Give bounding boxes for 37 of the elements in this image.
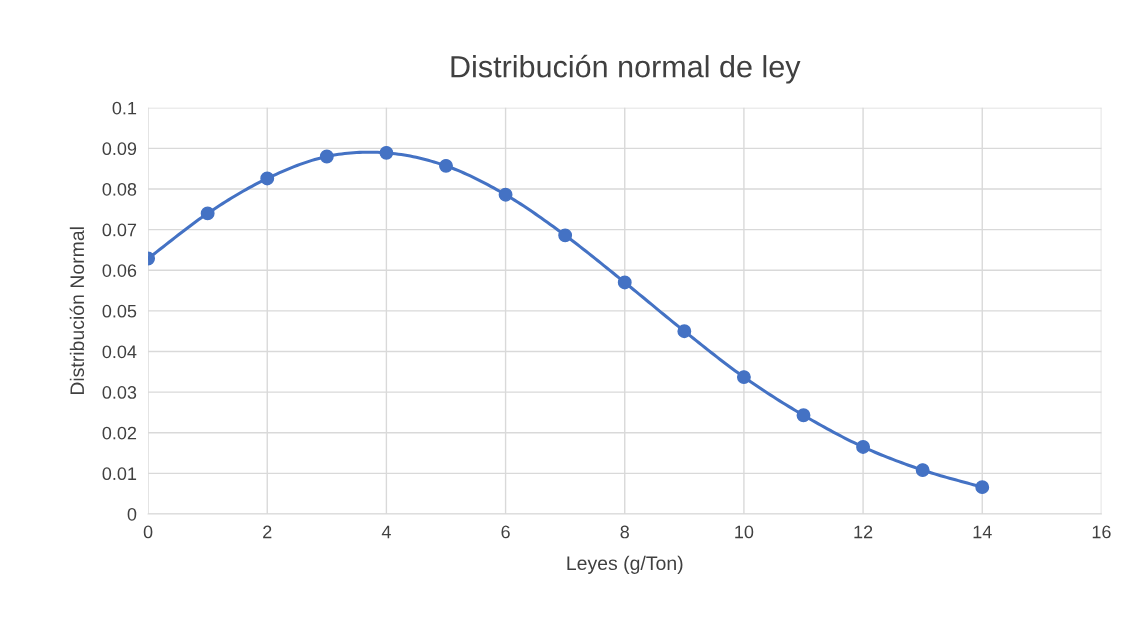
y-tick-label: 0.05 [102, 304, 137, 318]
y-tick-label: 0.06 [102, 264, 137, 277]
x-tick-label: 14 [973, 525, 992, 539]
y-tick-label: 0.02 [102, 426, 137, 440]
x-tick-label: 12 [854, 525, 873, 539]
y-tick-label: 0.1 [112, 101, 137, 115]
chart-title: Distribución normal de ley [451, 54, 801, 84]
x-tick-label: 0 [143, 525, 153, 539]
point [498, 187, 513, 202]
point [856, 440, 871, 454]
y-tick-label: 0.04 [102, 345, 137, 359]
y-tick-label: 0.07 [102, 223, 137, 237]
x-axis-title: Leyes (g/Ton) [567, 555, 683, 574]
point [260, 171, 275, 186]
x-tick-label: 16 [1092, 525, 1111, 539]
y-tick-label: 0.01 [102, 467, 137, 481]
point [975, 480, 990, 495]
point [796, 408, 811, 423]
x-tick-label: 2 [263, 525, 272, 539]
point [319, 149, 334, 164]
x-tick-label: 6 [501, 525, 510, 539]
y-tick-label: 0.08 [102, 182, 137, 196]
y-tick-label: 0 [127, 507, 137, 521]
point [379, 145, 394, 160]
point [736, 370, 751, 385]
point [617, 275, 632, 290]
point [915, 463, 930, 478]
point [200, 206, 215, 221]
x-tick-label: 4 [381, 525, 391, 539]
y-tick-label: 0.09 [102, 142, 137, 156]
point [677, 324, 692, 339]
point [439, 158, 453, 173]
y-axis-title: Distribución Normal [69, 227, 85, 395]
x-tick-label: 10 [735, 525, 754, 539]
point [558, 228, 573, 243]
y-tick-label: 0.03 [102, 386, 137, 399]
x-tick-label: 8 [620, 525, 629, 539]
